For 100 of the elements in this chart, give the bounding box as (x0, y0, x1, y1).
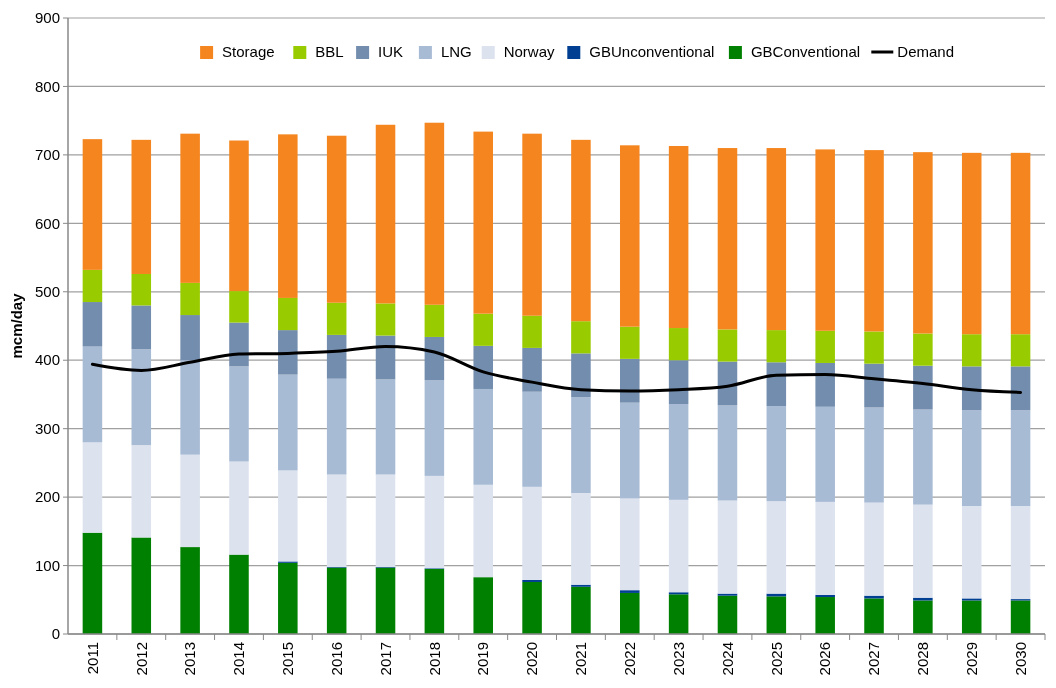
bar (815, 149, 835, 331)
bar (82, 139, 103, 270)
bar (571, 493, 591, 585)
bar (864, 331, 884, 364)
bar (473, 388, 493, 485)
bar (668, 145, 689, 329)
bar (766, 362, 787, 407)
bar (961, 506, 982, 599)
bar (864, 150, 884, 332)
x-tick-label: 2030 (1011, 642, 1029, 676)
bar (326, 302, 347, 335)
x-tick-label: 2018 (425, 642, 443, 676)
legend-label: GBConventional (750, 43, 861, 61)
bar (766, 596, 787, 634)
bar (424, 122, 445, 305)
bar (913, 365, 933, 410)
bar (326, 378, 347, 475)
bar (815, 501, 835, 595)
y-axis-title: mcm/day (8, 292, 25, 359)
bar (913, 152, 933, 334)
bar (913, 504, 933, 598)
bar (1010, 506, 1031, 600)
bar (180, 454, 200, 548)
bar (522, 486, 542, 580)
bar (717, 329, 738, 362)
bar (815, 362, 835, 407)
bar (82, 269, 103, 303)
bar (180, 315, 200, 361)
bar (473, 313, 493, 346)
bar (180, 547, 200, 634)
bar (620, 402, 640, 499)
x-tick-label: 2016 (327, 642, 345, 676)
legend-label: Norway (503, 43, 556, 61)
bar (961, 600, 982, 634)
bar (326, 135, 347, 303)
y-tick-label: 800 (34, 77, 60, 95)
x-tick-label: 2028 (914, 642, 932, 676)
bar (131, 537, 152, 634)
bar (229, 291, 249, 323)
bar (864, 407, 884, 503)
bar (571, 321, 591, 354)
bar (571, 353, 591, 398)
bar (668, 499, 689, 593)
bar (326, 567, 347, 634)
bar (131, 349, 152, 446)
bar (131, 139, 152, 274)
bar (131, 305, 152, 350)
bar (668, 592, 689, 595)
bar (375, 567, 396, 634)
bar (766, 501, 787, 594)
bar (278, 470, 298, 562)
bar (522, 581, 542, 634)
bar (766, 148, 787, 331)
y-tick-label: 500 (34, 283, 60, 301)
bar (571, 139, 591, 322)
bar (473, 131, 493, 314)
bar (668, 360, 689, 405)
bar (278, 134, 298, 298)
legend-label: Storage (222, 43, 275, 61)
bar (473, 484, 493, 578)
bar (571, 586, 591, 634)
x-tick-label: 2017 (376, 642, 394, 676)
y-tick-label: 700 (34, 146, 60, 164)
bar (864, 363, 884, 408)
x-tick-label: 2022 (621, 642, 639, 676)
bar (375, 303, 396, 336)
bar (620, 590, 640, 593)
bar (82, 346, 103, 443)
x-tick-label: 2029 (962, 642, 980, 676)
bar (1010, 366, 1031, 411)
bar (620, 145, 640, 327)
bar (717, 500, 738, 594)
legend-label: Demand (897, 43, 954, 61)
x-tick-label: 2021 (572, 642, 590, 676)
bar (424, 475, 445, 569)
y-tick-label: 300 (34, 419, 60, 437)
y-tick-label: 200 (34, 488, 60, 506)
legend-label: GBUnconventional (589, 43, 715, 61)
bar (815, 330, 835, 363)
bar (717, 593, 738, 596)
bar (229, 366, 249, 462)
bar (766, 406, 787, 502)
bar (326, 474, 347, 567)
bar (522, 315, 542, 348)
bar (278, 297, 298, 331)
x-tick-label: 2027 (865, 642, 883, 676)
bar (424, 380, 445, 476)
y-tick-label: 900 (34, 9, 60, 27)
bar (717, 405, 738, 501)
x-tick-label: 2015 (279, 642, 297, 676)
bar (1010, 410, 1031, 507)
y-tick-label: 0 (51, 625, 60, 643)
x-tick-label: 2011 (83, 642, 101, 675)
bar (424, 336, 445, 381)
bar (961, 334, 982, 367)
bar (375, 474, 396, 567)
bar (82, 532, 103, 634)
bar (620, 358, 640, 403)
bar (620, 498, 640, 591)
bar (571, 397, 591, 493)
